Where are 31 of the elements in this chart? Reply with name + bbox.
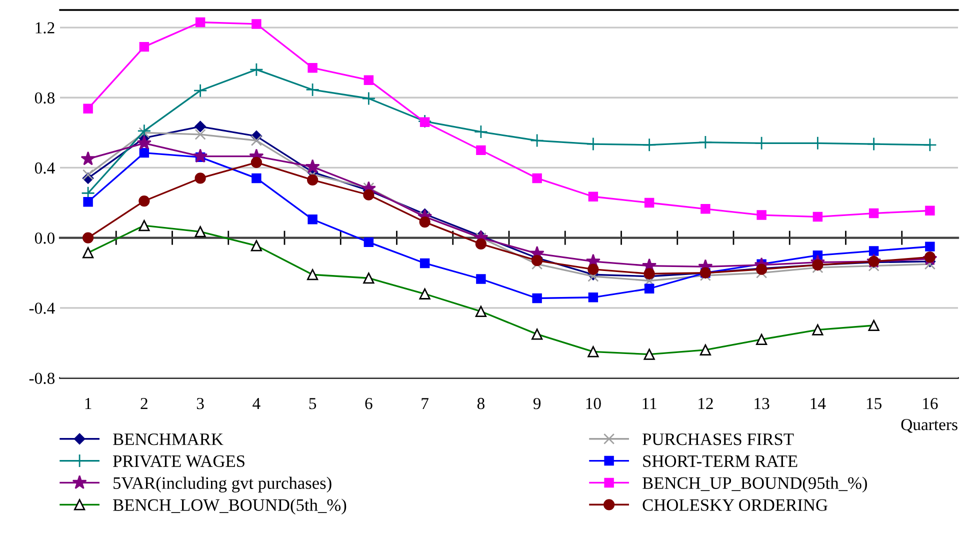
x-tick-label: 13 [754,398,770,410]
x-tick-label: 10 [586,398,601,410]
y-tick-label: 0.8 [34,92,55,104]
x-tick-label: 16 [923,398,938,410]
legend-label: PURCHASES FIRST [642,433,794,446]
y-tick-label: -0.8 [29,372,55,384]
legend-label: BENCH_LOW_BOUND(5th_%) [113,498,346,514]
x-tick-label: 2 [140,398,148,410]
x-axis-title: Quarters [901,419,958,433]
x-tick-label: 12 [698,398,713,410]
legend-label: PRIVATE WAGES [113,455,244,468]
legend-label: SHORT-TERM RATE [643,455,798,468]
x-tick-label: 6 [365,398,372,410]
x-tick-label: 14 [810,398,826,410]
x-tick-label: 9 [533,398,541,410]
x-tick-label: 3 [196,398,204,410]
x-tick-label: 7 [422,398,428,410]
y-tick-label: 0.0 [34,232,55,244]
x-tick-label: 8 [477,398,484,410]
x-tick-label: 5 [309,398,316,410]
legend-label: BENCH_UP_BOUND(95th_%) [642,476,867,492]
legend-label: 5VAR(including gvt purchases) [114,476,332,493]
x-tick-label: 11 [642,398,656,410]
x-tick-label: 4 [252,398,260,410]
legend-label: BENCHMARK [113,433,224,446]
y-tick-label: 0.4 [34,162,55,174]
x-tick-label: 1 [85,398,92,410]
legend-label: CHOLESKY ORDERING [642,499,828,511]
y-tick-label: -0.4 [29,302,55,314]
x-tick-label: 15 [866,398,882,410]
y-tick-label: 1.2 [36,22,54,34]
